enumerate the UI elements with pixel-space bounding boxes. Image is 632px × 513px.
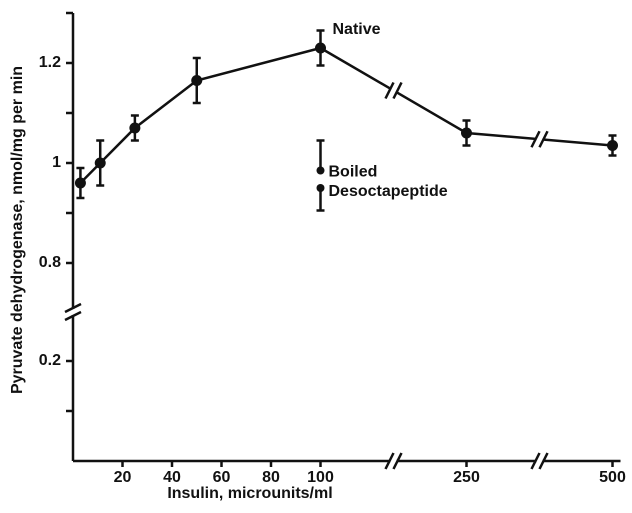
- data-point: [94, 157, 106, 169]
- data-point: [607, 140, 618, 151]
- line-break: [392, 81, 403, 100]
- x-tick-label: 500: [599, 469, 626, 486]
- data-point: [74, 177, 86, 189]
- x-axis-break: [384, 452, 395, 470]
- x-tick-label: 100: [307, 469, 334, 486]
- series-label: Native: [333, 21, 381, 38]
- x-tick-label: 250: [453, 469, 480, 486]
- axis-break-gap: [69, 309, 77, 315]
- line-break: [538, 130, 549, 148]
- data-point: [316, 166, 325, 175]
- x-tick-label: 40: [163, 469, 181, 486]
- y-axis-label: Pyruvate dehydrogenase, nmol/mg per min: [9, 66, 26, 394]
- series-label: Boiled: [329, 164, 378, 181]
- line-break-gap: [390, 84, 397, 97]
- x-axis-break: [538, 452, 549, 470]
- axis-break-gap: [536, 457, 543, 465]
- line-break: [530, 130, 541, 148]
- y-tick-label: 1: [52, 154, 61, 171]
- x-axis-break: [530, 452, 541, 470]
- axis-break-gap: [390, 457, 397, 465]
- y-axis-break: [64, 302, 82, 314]
- data-point: [129, 122, 141, 134]
- data-point: [315, 42, 326, 54]
- data-point: [316, 184, 325, 192]
- x-tick-label: 60: [213, 469, 231, 486]
- line-break: [384, 81, 395, 100]
- y-tick-label: 1.2: [39, 54, 61, 71]
- x-axis-label: Insulin, microunits/ml: [167, 485, 332, 502]
- y-axis-break: [64, 310, 82, 322]
- y-tick-label: 0.8: [39, 254, 61, 271]
- data-point: [191, 75, 203, 86]
- x-tick-label: 80: [262, 469, 280, 486]
- x-axis-break: [392, 452, 403, 470]
- line-break-gap: [536, 133, 543, 146]
- series-label: Desoctapeptide: [329, 183, 448, 200]
- y-tick-label: 0.2: [39, 352, 61, 369]
- data-point: [461, 127, 472, 139]
- x-tick-label: 20: [114, 469, 132, 486]
